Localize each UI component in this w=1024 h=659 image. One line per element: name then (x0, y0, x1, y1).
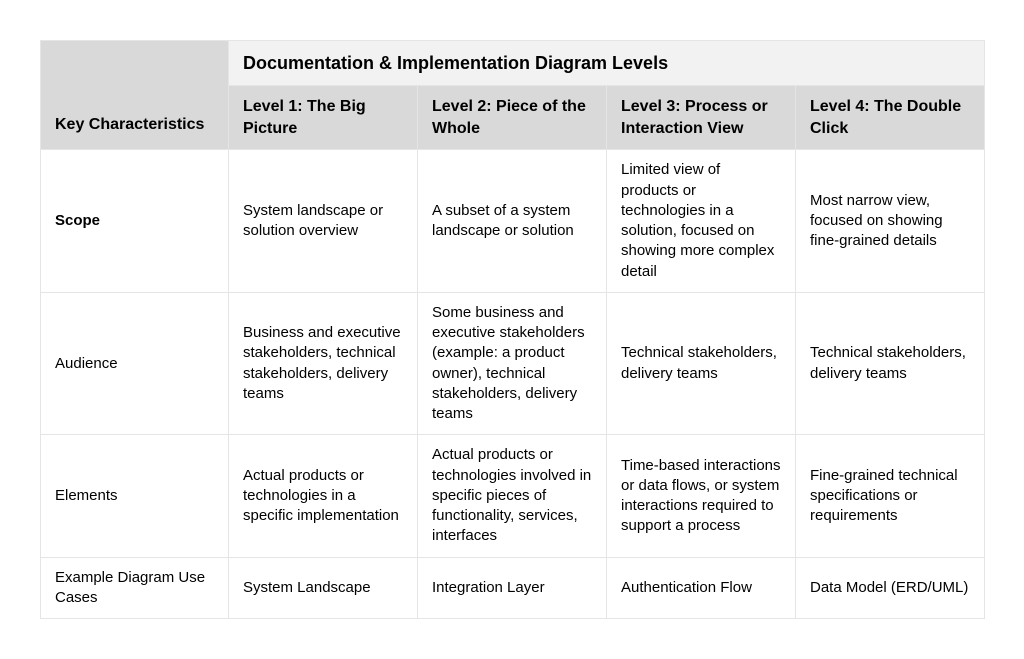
table-row: Audience Business and executive stakehol… (41, 292, 985, 435)
table-cell: Actual products or technologies in a spe… (229, 435, 418, 557)
table-cell: Limited view of products or technologies… (607, 150, 796, 293)
table-cell: Technical stakeholders, delivery teams (796, 292, 985, 435)
row-label-elements: Elements (41, 435, 229, 557)
table-cell: Authentication Flow (607, 557, 796, 619)
table-cell: System landscape or solution overview (229, 150, 418, 293)
table-cell: Time-based interactions or data flows, o… (607, 435, 796, 557)
table-row: Example Diagram Use Cases System Landsca… (41, 557, 985, 619)
super-header: Documentation & Implementation Diagram L… (229, 41, 985, 86)
diagram-levels-table: Key Characteristics Documentation & Impl… (40, 40, 985, 619)
table-cell: Technical stakeholders, delivery teams (607, 292, 796, 435)
table-row: Scope System landscape or solution overv… (41, 150, 985, 293)
table-cell: Business and executive stakeholders, tec… (229, 292, 418, 435)
table-cell: Some business and executive stakeholders… (418, 292, 607, 435)
table-cell: System Landscape (229, 557, 418, 619)
level-3-header: Level 3: Process or Interaction View (607, 86, 796, 150)
table-cell: Actual products or technologies involved… (418, 435, 607, 557)
row-label-examples: Example Diagram Use Cases (41, 557, 229, 619)
row-label-scope: Scope (41, 150, 229, 293)
table-cell: Most narrow view, focused on showing fin… (796, 150, 985, 293)
table-cell: A subset of a system landscape or soluti… (418, 150, 607, 293)
table-cell: Data Model (ERD/UML) (796, 557, 985, 619)
row-label-audience: Audience (41, 292, 229, 435)
key-characteristics-header: Key Characteristics (41, 41, 229, 150)
table-cell: Integration Layer (418, 557, 607, 619)
table-row: Elements Actual products or technologies… (41, 435, 985, 557)
level-2-header: Level 2: Piece of the Whole (418, 86, 607, 150)
table-cell: Fine-grained technical specifications or… (796, 435, 985, 557)
level-4-header: Level 4: The Double Click (796, 86, 985, 150)
level-1-header: Level 1: The Big Picture (229, 86, 418, 150)
table-body: Scope System landscape or solution overv… (41, 150, 985, 619)
